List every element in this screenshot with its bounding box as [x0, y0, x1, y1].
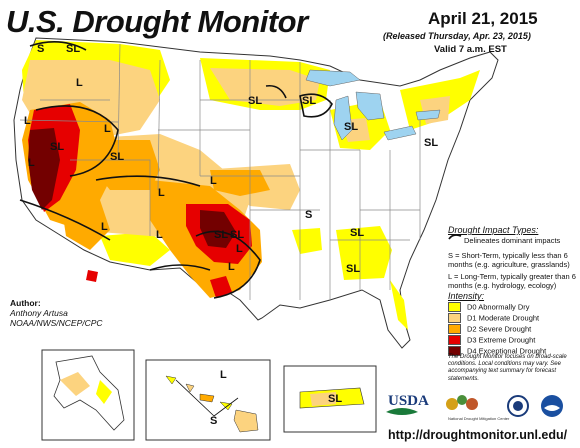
legend-item-d4: D4 Exceptional Drought [448, 346, 547, 357]
great-lakes [305, 69, 441, 141]
map-label: S [305, 209, 312, 221]
hawaii-inset: L S [145, 359, 271, 441]
map-label: L [228, 261, 235, 273]
map-label: L [28, 157, 35, 169]
map-label: SL [302, 95, 316, 107]
map-label: SL [328, 393, 342, 405]
impact-boundaries [19, 41, 333, 299]
author-name: Anthony Artusa [10, 308, 68, 318]
map-label: SL [214, 229, 228, 241]
usda-logo [386, 408, 418, 415]
noaa-logo [541, 395, 563, 417]
d4-areas [28, 128, 236, 248]
legend-swatch [448, 302, 461, 313]
legend-swatch [448, 346, 461, 357]
legend-item-d1: D1 Moderate Drought [448, 313, 540, 324]
map-label: SL [110, 151, 124, 163]
map-label: L [236, 243, 243, 255]
map-label: L [24, 115, 31, 127]
legend-swatch [448, 324, 461, 335]
website-link[interactable]: http://droughtmonitor.unl.edu/ [388, 428, 568, 442]
delineation-line-icon [448, 234, 462, 240]
legend-swatch [448, 313, 461, 324]
legend-swatch [448, 335, 461, 346]
map-label: L [210, 175, 217, 187]
legend-item-d3: D3 Extreme Drought [448, 335, 536, 346]
puerto-rico-inset: SL [283, 365, 377, 433]
ndmc-logo-text: National Drought Mitigation Center [448, 416, 510, 421]
map-label: S [210, 415, 217, 427]
legend-label: D2 Severe Drought [467, 324, 532, 334]
map-date: April 21, 2015 [428, 9, 538, 28]
map-label: SL [424, 137, 438, 149]
author-label: Author: [10, 298, 41, 308]
legend-item-d0: D0 Abnormally Dry [448, 302, 530, 313]
map-label: SL [66, 43, 80, 55]
map-label: L [104, 123, 111, 135]
state-lines [19, 43, 421, 300]
map-label: SL [230, 229, 244, 241]
long-term-text: L = Long-Term, typically greater than 6 … [448, 272, 576, 290]
map-label: SL [50, 141, 64, 153]
disclaimer-note: The Drought Monitor focuses on broad-sca… [448, 354, 567, 382]
map-label: S [37, 43, 44, 55]
map-label: L [156, 229, 163, 241]
delineates-text: Delineates dominant impacts [464, 236, 561, 245]
map-label: SL [344, 121, 358, 133]
ndmc-logo [446, 395, 478, 410]
page-title: U.S. Drought Monitor [6, 4, 308, 39]
short-term-text: S = Short-Term, typically less than 6 mo… [448, 251, 570, 269]
commerce-seal-logo [507, 395, 529, 417]
map-label: L [101, 221, 108, 233]
release-date: (Released Thursday, Apr. 23, 2015) [383, 31, 531, 41]
legend-item-d2: D2 Severe Drought [448, 324, 532, 335]
alaska-inset [41, 349, 135, 441]
author-org: NOAA/NWS/NCEP/CPC [10, 318, 103, 328]
impact-types-heading: Drought Impact Types: [448, 225, 539, 235]
legend-label: D4 Exceptional Drought [467, 346, 547, 356]
legend-label: D3 Extreme Drought [467, 335, 536, 345]
legend-label: D1 Moderate Drought [467, 313, 540, 323]
intensity-heading: Intensity: [448, 291, 485, 301]
map-label: L [76, 77, 83, 89]
map-label: SL [346, 263, 360, 275]
map-label: L [220, 369, 227, 381]
map-label: SL [350, 227, 364, 239]
usda-logo-text: USDA [388, 393, 429, 409]
impact-labels: S L SL SL SL L L L L L L SL SL SL SL SL … [24, 43, 438, 275]
map-label: L [158, 187, 165, 199]
valid-time: Valid 7 a.m. EST [434, 44, 507, 55]
legend-label: D0 Abnormally Dry [467, 302, 530, 312]
map-label: SL [248, 95, 262, 107]
